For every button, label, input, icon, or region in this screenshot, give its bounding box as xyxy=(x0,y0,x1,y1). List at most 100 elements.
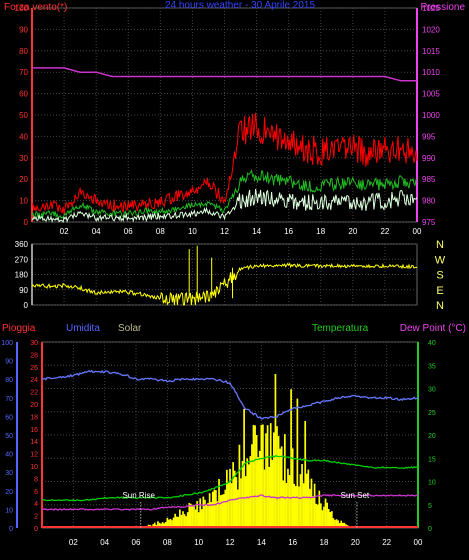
x-tick-label: 00 xyxy=(414,538,423,547)
humidity-tick-label: 60 xyxy=(5,414,13,421)
humidity-tick-label: 20 xyxy=(5,489,13,496)
x-tick-label: 18 xyxy=(320,538,329,547)
temperature-tick-label: 40 xyxy=(428,340,436,347)
temperature-tick-label: 25 xyxy=(428,410,436,417)
y2-tick-label: 985 xyxy=(422,175,436,184)
wind-series-line xyxy=(31,188,418,224)
x-tick-label: 18 xyxy=(316,227,325,236)
x-tick-label: 16 xyxy=(288,538,297,547)
y2-tick-label: 1015 xyxy=(422,47,440,56)
y-tick-label: 100 xyxy=(15,4,29,13)
y-tick-label: 80 xyxy=(19,47,28,56)
rain-tick-label: 16 xyxy=(30,427,38,434)
temperature-tick-label: 15 xyxy=(428,456,436,463)
y2-tick-label: 1010 xyxy=(422,68,440,77)
y-tick-label: 50 xyxy=(19,111,28,120)
humidity-tick-label: 10 xyxy=(5,507,13,514)
y-tick-label: 70 xyxy=(19,68,28,77)
y2-tick-label: 1020 xyxy=(422,25,440,34)
y-tick-label: 90 xyxy=(19,25,28,34)
x-tick-label: 22 xyxy=(380,227,389,236)
solar-axis-label: Solar xyxy=(118,323,142,334)
sunrise-label: Sun Rise xyxy=(122,491,155,500)
x-tick-label: 20 xyxy=(351,538,360,547)
dewpoint-line xyxy=(41,493,419,511)
y2-tick-label: 1025 xyxy=(422,4,440,13)
y2-tick-label: 990 xyxy=(422,154,436,163)
chart-title: 24 hours weather - 30 Aprile 2015 xyxy=(165,0,316,11)
rain-tick-label: 26 xyxy=(30,365,38,372)
x-tick-label: 06 xyxy=(124,227,133,236)
x-tick-label: 04 xyxy=(92,227,101,236)
rain-tick-label: 14 xyxy=(30,439,38,446)
dewpoint-axis-label: Dew Point (°C) xyxy=(400,323,466,334)
compass-label: N xyxy=(436,300,444,312)
y-tick-label: 0 xyxy=(24,218,29,227)
x-tick-label: 02 xyxy=(60,227,69,236)
rain-tick-label: 18 xyxy=(30,414,38,421)
y-axis-label: Forza vento(*) xyxy=(4,2,67,13)
humidity-axis-label: Umidita xyxy=(66,323,100,334)
wind-series-line xyxy=(31,169,418,220)
rain-tick-label: 4 xyxy=(34,501,38,508)
y2-axis-label: Pressione xyxy=(421,2,466,13)
y2-tick-label: 995 xyxy=(422,132,436,141)
temperature-tick-label: 10 xyxy=(428,480,436,487)
wind-direction-line xyxy=(31,262,418,306)
x-tick-label: 02 xyxy=(69,538,78,547)
humidity-tick-label: 70 xyxy=(5,396,13,403)
wind-series-line xyxy=(31,112,418,215)
x-tick-label: 10 xyxy=(194,538,203,547)
rain-tick-label: 24 xyxy=(30,377,38,384)
y-tick-label: 60 xyxy=(19,90,28,99)
x-tick-label: 12 xyxy=(226,538,235,547)
x-tick-label: 22 xyxy=(382,538,391,547)
rain-tick-label: 10 xyxy=(30,464,38,471)
pressure-line xyxy=(32,67,417,82)
rain-tick-label: 8 xyxy=(34,476,38,483)
x-tick-label: 04 xyxy=(100,538,109,547)
y2-tick-label: 975 xyxy=(422,218,436,227)
rain-tick-label: 22 xyxy=(30,390,38,397)
rain-tick-label: 20 xyxy=(30,402,38,409)
x-tick-label: 08 xyxy=(156,227,165,236)
x-tick-label: 16 xyxy=(284,227,293,236)
y-tick-label: 20 xyxy=(19,175,28,184)
wind-pressure-panel: 0102030405060708090100975980985990995100… xyxy=(4,0,465,236)
compass-label: S xyxy=(436,270,443,282)
y-tick-label: 270 xyxy=(15,255,29,264)
rain-tick-label: 12 xyxy=(30,452,38,459)
x-tick-label: 12 xyxy=(220,227,229,236)
humidity-tick-label: 40 xyxy=(5,452,13,459)
y-tick-label: 180 xyxy=(15,271,29,280)
humidity-tick-label: 0 xyxy=(9,526,13,533)
humidity-tick-label: 30 xyxy=(5,470,13,477)
y2-tick-label: 1005 xyxy=(422,90,440,99)
humidity-line xyxy=(41,369,419,420)
x-tick-label: 14 xyxy=(257,538,266,547)
temperature-line xyxy=(41,454,419,502)
y-tick-label: 40 xyxy=(19,132,28,141)
x-tick-label: 00 xyxy=(413,227,422,236)
compass-label: W xyxy=(435,254,446,266)
y-tick-label: 360 xyxy=(15,240,29,249)
x-tick-label: 08 xyxy=(163,538,172,547)
x-tick-label: 14 xyxy=(252,227,261,236)
humidity-tick-label: 90 xyxy=(5,359,13,366)
compass-label: N xyxy=(436,239,444,251)
x-tick-label: 06 xyxy=(132,538,141,547)
y-tick-label: 10 xyxy=(19,197,28,206)
rain-tick-label: 2 xyxy=(34,514,38,521)
temperature-tick-label: 35 xyxy=(428,363,436,370)
rain-tick-label: 0 xyxy=(34,526,38,533)
temperature-tick-label: 20 xyxy=(428,433,436,440)
rain-tick-label: 30 xyxy=(30,340,38,347)
x-tick-label: 10 xyxy=(188,227,197,236)
temperature-humidity-panel: Pioggia Umidita Solar Temperatura Dew Point … xyxy=(1,323,466,547)
temperature-tick-label: 30 xyxy=(428,387,436,394)
temperature-tick-label: 5 xyxy=(428,503,432,510)
y-tick-label: 90 xyxy=(19,286,28,295)
